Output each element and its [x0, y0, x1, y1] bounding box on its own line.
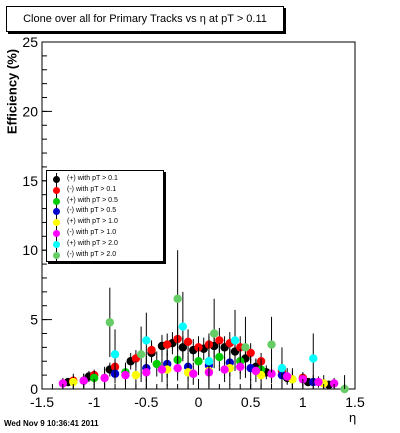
- data-point: [110, 350, 120, 359]
- x-tick-label: 1.5: [345, 394, 365, 410]
- data-point: [277, 363, 287, 373]
- legend-item: (+) with pT > 0.5: [47, 194, 163, 208]
- data-point: [241, 343, 250, 352]
- data-point: [215, 352, 224, 362]
- legend-marker: [53, 230, 60, 237]
- data-point: [178, 322, 188, 331]
- y-tick-label: 0: [30, 381, 38, 397]
- data-point: [246, 348, 255, 358]
- axes: -1.5 -1 -0.5 0 0.5 1 1.5 0 5 10 15 20 25: [22, 34, 365, 410]
- data-point: [79, 376, 88, 385]
- legend-marker: [53, 219, 60, 227]
- data-point: [251, 366, 261, 376]
- x-tick-label: 0: [195, 394, 203, 410]
- data-point: [89, 373, 99, 383]
- data-point: [267, 369, 276, 378]
- data-point: [209, 329, 219, 338]
- data-point: [215, 336, 224, 345]
- x-tick-label: -1.5: [30, 394, 54, 410]
- legend-label: (+) with pT > 2.0: [67, 239, 118, 247]
- x-tick-label: 1: [299, 394, 307, 410]
- data-point: [163, 340, 172, 349]
- y-tick-label: 10: [22, 242, 38, 258]
- data-point: [189, 369, 198, 378]
- data-point: [142, 368, 151, 377]
- x-tick-label: -1: [88, 394, 101, 410]
- series-6: [58, 354, 339, 389]
- data-point: [183, 337, 193, 347]
- data-point: [58, 379, 68, 388]
- data-point: [282, 372, 292, 381]
- data-point: [100, 373, 109, 383]
- data-point: [314, 377, 323, 387]
- data-point: [152, 359, 161, 369]
- legend-item: (-) with pT > 0.1: [47, 183, 163, 197]
- data-point: [230, 336, 240, 345]
- data-marks: [58, 250, 349, 394]
- data-point: [194, 357, 203, 366]
- y-tick-label: 15: [22, 173, 38, 189]
- legend-item: (+) with pT > 2.0: [47, 237, 163, 251]
- y-tick-label: 25: [22, 34, 38, 50]
- data-point: [131, 370, 141, 380]
- data-point: [329, 379, 339, 388]
- series-8: [105, 250, 349, 394]
- legend-label: (-) with pT > 2.0: [67, 250, 117, 258]
- x-axis-label: η: [349, 410, 357, 425]
- y-tick-label: 20: [22, 103, 38, 119]
- data-point: [204, 357, 214, 366]
- legend-item: (+) with pT > 0.1: [47, 173, 163, 186]
- y-tick-label: 5: [30, 312, 38, 328]
- legend-label: (-) with pT > 0.1: [67, 185, 117, 193]
- legend-label: (-) with pT > 0.5: [67, 207, 117, 215]
- legend-item: (-) with pT > 2.0: [47, 248, 163, 262]
- y-axis-label: Efficiency (%): [4, 48, 20, 135]
- data-point: [220, 365, 229, 374]
- legend-marker: [53, 197, 60, 205]
- data-point: [236, 362, 245, 371]
- data-point: [173, 363, 182, 373]
- x-tick-label: 0.5: [241, 394, 261, 410]
- data-point: [173, 294, 182, 303]
- legend-marker: [53, 240, 60, 248]
- data-point: [147, 345, 156, 355]
- data-point: [309, 354, 318, 363]
- data-point: [105, 318, 115, 327]
- data-point: [136, 350, 146, 359]
- chart-title: Clone over all for Primary Tracks vs η a…: [6, 6, 284, 32]
- legend-label: (+) with pT > 0.1: [67, 175, 118, 182]
- data-point: [121, 370, 130, 380]
- legend: (+) with pT > 0.1 (-) with pT > 0.1 (+) wi…: [46, 170, 164, 262]
- data-point: [69, 377, 78, 387]
- legend-marker: [53, 176, 60, 183]
- legend-item: (+) with pT > 1.0: [47, 216, 163, 230]
- legend-marker: [53, 251, 60, 259]
- data-point: [267, 340, 276, 349]
- legend-item: (-) with pT > 1.0: [47, 227, 163, 240]
- data-point: [157, 365, 167, 374]
- legend-label: (+) with pT > 1.0: [67, 218, 118, 226]
- legend-label: (-) with pT > 1.0: [67, 229, 117, 236]
- timestamp: Wed Nov 9 10:36:41 2011: [4, 419, 99, 428]
- legend-item: (-) with pT > 0.5: [47, 205, 163, 219]
- data-point: [142, 336, 151, 345]
- legend-marker: [53, 186, 60, 194]
- x-tick-label: -0.5: [134, 394, 158, 410]
- series-7: [110, 291, 318, 389]
- legend-marker: [53, 208, 60, 216]
- legend-label: (+) with pT > 0.5: [67, 196, 118, 204]
